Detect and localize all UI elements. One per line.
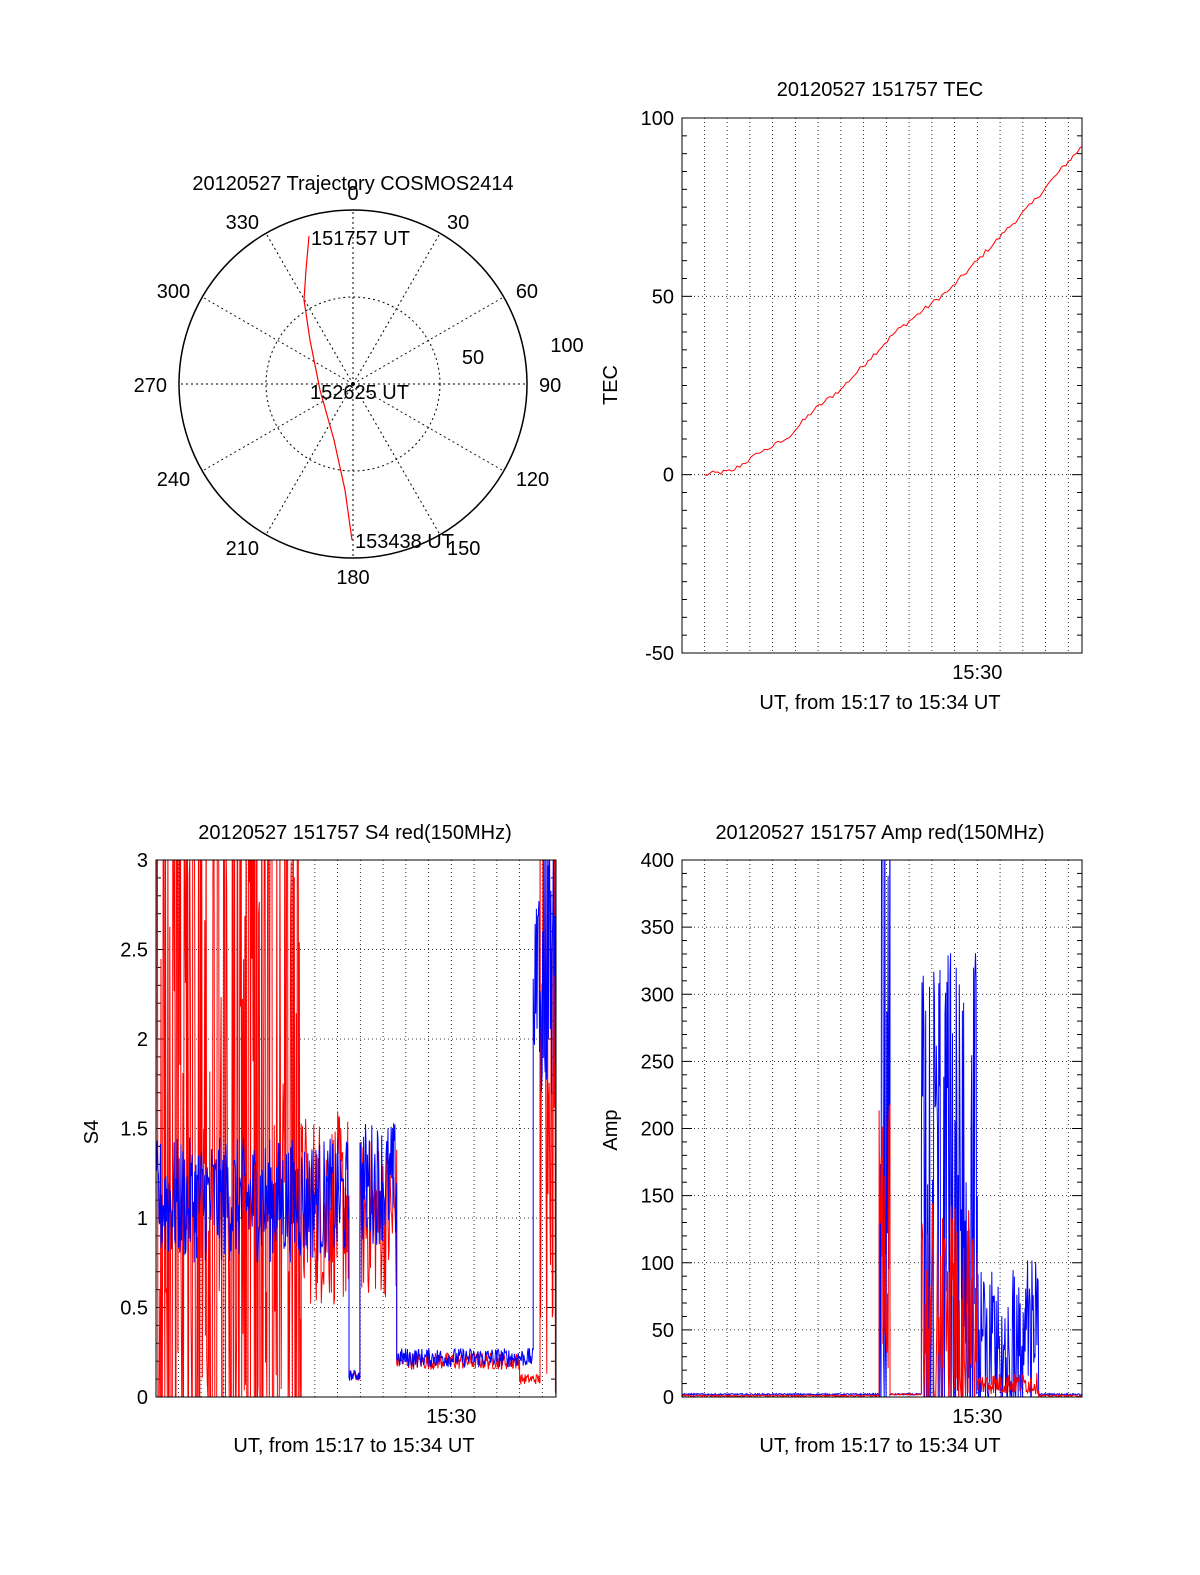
y-tick-label: 0 [663, 465, 674, 487]
polar-angle-label: 60 [516, 281, 538, 303]
s4-panel: 20120527 151757 S4 red(150MHz) 0 0.5 1 1.5 2… [81, 822, 557, 1457]
series-line-red [156, 860, 556, 1397]
polar-angle-label: 270 [134, 375, 167, 397]
y-tick-label: 300 [641, 984, 674, 1006]
polar-angle-label: 150 [447, 538, 480, 560]
amp-title: 20120527 151757 Amp red(150MHz) [715, 822, 1044, 844]
polar-annotation-start: 151757 UT [311, 228, 410, 250]
s4-plot-area: 0 0.5 1 1.5 2 2.5 3 15:30 [120, 850, 557, 1428]
polar-angle-label: 30 [447, 212, 469, 234]
y-tick-label: 100 [641, 108, 674, 130]
polar-spoke [265, 233, 354, 385]
tec-panel: 20120527 151757 TEC -50 0 50 100 15:30 TEC U… [600, 79, 1083, 714]
y-tick-label: 350 [641, 917, 674, 939]
y-tick-label: 250 [641, 1051, 674, 1073]
y-tick-label: 0.5 [120, 1298, 148, 1320]
x-tick-label: 15:30 [952, 1406, 1002, 1428]
polar-angle-labels: 0 30 60 90 120 150 180 210 240 270 300 330 [134, 183, 562, 589]
y-tick-label: 2.5 [120, 940, 148, 962]
polar-angle-label: 0 [347, 183, 358, 205]
plot-frame [681, 117, 1083, 654]
y-tick-label: 150 [641, 1186, 674, 1208]
polar-spoke [352, 296, 504, 385]
y-tick-label: 50 [652, 1320, 674, 1342]
polar-angle-label: 120 [516, 469, 549, 491]
y-tick-label: 1.5 [120, 1119, 148, 1141]
polar-angle-label: 240 [157, 469, 190, 491]
y-tick-label: 1 [137, 1208, 148, 1230]
series-line-blue [682, 860, 1082, 1397]
s4-xlabel: UT, from 15:17 to 15:34 UT [233, 1435, 474, 1457]
polar-grid [178, 209, 528, 559]
polar-spoke [202, 383, 354, 472]
polar-trajectory-panel: 20120527 Trajectory COSMOS2414 0 30 60 90 12… [134, 173, 584, 589]
series-line-red [704, 146, 1082, 476]
polar-title: 20120527 Trajectory COSMOS2414 [192, 173, 513, 195]
polar-spoke [202, 296, 354, 385]
polar-angle-label: 90 [539, 375, 561, 397]
y-tick-label: 2 [137, 1029, 148, 1051]
series-line-blue [156, 860, 556, 1381]
amp-xlabel: UT, from 15:17 to 15:34 UT [759, 1435, 1000, 1457]
plot-frame [681, 859, 1083, 1398]
polar-angle-label: 180 [336, 567, 369, 589]
amp-panel: 20120527 151757 Amp red(150MHz) 0 50 100 15… [600, 822, 1083, 1457]
y-tick-label: 3 [137, 850, 148, 872]
y-tick-label: 0 [137, 1387, 148, 1409]
polar-radius-label-50: 50 [462, 347, 484, 369]
y-tick-label: 100 [641, 1253, 674, 1275]
y-tick-label: -50 [645, 643, 674, 665]
polar-angle-label: 330 [226, 212, 259, 234]
x-tick-label: 15:30 [426, 1406, 476, 1428]
s4-title: 20120527 151757 S4 red(150MHz) [198, 822, 512, 844]
tec-ylabel: TEC [600, 365, 622, 405]
tec-title: 20120527 151757 TEC [777, 79, 983, 101]
s4-ylabel: S4 [81, 1120, 103, 1144]
polar-annotation-end: 153438 UT [355, 531, 454, 553]
polar-spoke [352, 383, 441, 535]
polar-spoke [352, 233, 441, 385]
amp-ylabel: Amp [600, 1109, 622, 1150]
polar-angle-label: 300 [157, 281, 190, 303]
series-line-red [682, 1103, 1082, 1397]
polar-annotation-mid: 152625 UT [310, 382, 409, 404]
y-tick-label: 400 [641, 850, 674, 872]
polar-radius-label-100: 100 [550, 335, 583, 357]
polar-outer-circle [178, 209, 528, 559]
plot-frame [155, 859, 557, 1398]
y-tick-label: 200 [641, 1119, 674, 1141]
polar-trajectory-line [303, 235, 353, 541]
tec-xlabel: UT, from 15:17 to 15:34 UT [759, 692, 1000, 714]
polar-spoke [352, 383, 504, 472]
y-tick-label: 0 [663, 1387, 674, 1409]
polar-angle-label: 210 [226, 538, 259, 560]
y-tick-label: 50 [652, 286, 674, 308]
tec-plot-area: -50 0 50 100 15:30 [641, 108, 1083, 684]
amp-plot-area: 0 50 100 150 200 250 300 350 400 15:30 [641, 850, 1083, 1428]
x-tick-label: 15:30 [952, 662, 1002, 684]
polar-spoke [265, 383, 354, 535]
